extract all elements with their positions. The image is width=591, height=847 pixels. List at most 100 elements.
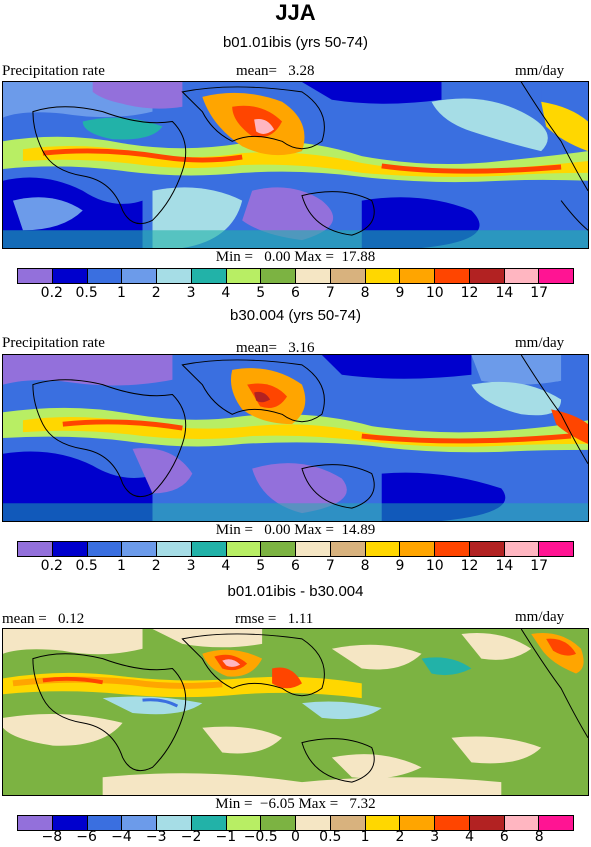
- colorbar-swatch: [157, 542, 192, 556]
- colorbar-swatch: [400, 542, 435, 556]
- panel3-mean-label: mean = 0.12: [2, 611, 85, 627]
- colorbar-tick-label: 4: [465, 829, 475, 845]
- colorbar-swatch: [504, 816, 540, 830]
- panel3-rmse-label: rmse = 1.11: [235, 611, 314, 627]
- colorbar-swatch: [261, 269, 296, 283]
- colorbar-swatch: [330, 269, 366, 283]
- colorbar-tick-label: 6: [499, 829, 509, 845]
- colorbar-swatch: [226, 542, 262, 556]
- colorbar-swatch: [226, 816, 262, 830]
- colorbar-swatch: [87, 542, 123, 556]
- colorbar-swatch: [191, 269, 227, 283]
- panel3-colorbar-ticks: −8 −6 −4 −3 −2 −1 −0.5 0 0.5 1 2 3 4 6 8: [17, 829, 574, 847]
- panel2-mean-label: mean= 3.16: [236, 340, 315, 356]
- colorbar-swatch: [469, 542, 505, 556]
- colorbar-swatch: [226, 269, 262, 283]
- colorbar-tick-label: −2: [180, 829, 202, 845]
- panel2-colorbar-ticks: 0.2 0.5 1 2 3 4 5 6 7 8 9 10 12 14 17: [17, 558, 574, 576]
- colorbar-swatch: [365, 542, 401, 556]
- colorbar-tick-label: 10: [425, 285, 444, 301]
- colorbar-tick-label: −0.5: [243, 829, 278, 845]
- colorbar-tick-label: −3: [145, 829, 167, 845]
- colorbar-swatch: [157, 269, 192, 283]
- colorbar-tick-label: 1: [360, 829, 370, 845]
- colorbar-swatch: [469, 269, 505, 283]
- panel2-min-max: Min = 0.00 Max = 14.89: [215, 522, 376, 538]
- panel2-subtitle: b30.004 (yrs 50-74): [230, 307, 361, 324]
- colorbar-swatch: [296, 816, 331, 830]
- colorbar-swatch: [52, 542, 88, 556]
- colorbar-tick-label: 1: [116, 285, 126, 301]
- colorbar-swatch: [296, 542, 331, 556]
- colorbar-tick-label: 3: [430, 829, 440, 845]
- colorbar-tick-label: 4: [221, 285, 231, 301]
- colorbar-swatch: [122, 816, 157, 830]
- colorbar-swatch: [435, 269, 470, 283]
- colorbar-tick-label: −8: [41, 829, 63, 845]
- panel1-colorbar-ticks: 0.2 0.5 1 2 3 4 5 6 7 8 9 10 12 14 17: [17, 285, 574, 303]
- colorbar-swatch: [365, 816, 401, 830]
- colorbar-swatch: [539, 542, 573, 556]
- colorbar-swatch: [469, 816, 505, 830]
- panel3-difference-map: [2, 628, 589, 796]
- main-title: JJA: [275, 0, 316, 25]
- colorbar-tick-label: −1: [215, 829, 237, 845]
- colorbar-tick-label: −6: [76, 829, 97, 845]
- colorbar-tick-label: 0.5: [75, 558, 98, 574]
- colorbar-swatch: [330, 816, 366, 830]
- colorbar-swatch: [18, 816, 53, 830]
- colorbar-tick-label: 12: [460, 558, 479, 574]
- colorbar-tick-label: 1: [116, 558, 126, 574]
- colorbar-tick-label: 6: [291, 285, 300, 301]
- colorbar-swatch: [122, 269, 157, 283]
- colorbar-swatch: [87, 816, 123, 830]
- colorbar-swatch: [365, 269, 401, 283]
- colorbar-tick-label: −4: [111, 829, 132, 845]
- colorbar-tick-label: 2: [395, 829, 405, 845]
- panel3-colorbar: [17, 815, 574, 831]
- colorbar-swatch: [400, 816, 435, 830]
- colorbar-swatch: [400, 269, 435, 283]
- colorbar-tick-label: 3: [186, 285, 196, 301]
- colorbar-tick-label: 7: [325, 558, 335, 574]
- colorbar-tick-label: 12: [460, 285, 479, 301]
- colorbar-swatch: [539, 269, 573, 283]
- colorbar-tick-label: 0.2: [40, 558, 63, 574]
- colorbar-tick-label: 0.5: [75, 285, 98, 301]
- colorbar-tick-label: 8: [534, 829, 544, 845]
- colorbar-tick-label: 14: [495, 285, 514, 301]
- colorbar-swatch: [18, 542, 53, 556]
- colorbar-swatch: [261, 816, 296, 830]
- colorbar-swatch: [435, 542, 470, 556]
- colorbar-tick-label: 0: [291, 829, 300, 845]
- colorbar-tick-label: 5: [256, 558, 266, 574]
- panel1-units-label: mm/day: [515, 63, 565, 79]
- colorbar-tick-label: 8: [360, 558, 370, 574]
- colorbar-swatch: [435, 816, 470, 830]
- colorbar-tick-label: 17: [530, 285, 549, 301]
- panel1-min-max: Min = 0.00 Max = 17.88: [215, 249, 376, 265]
- colorbar-swatch: [87, 269, 123, 283]
- panel1-mean-label: mean= 3.28: [236, 63, 315, 79]
- colorbar-tick-label: 14: [495, 558, 514, 574]
- colorbar-swatch: [122, 542, 157, 556]
- colorbar-tick-label: 3: [186, 558, 196, 574]
- colorbar-tick-label: 9: [395, 558, 405, 574]
- colorbar-tick-label: 10: [425, 558, 444, 574]
- colorbar-swatch: [504, 542, 540, 556]
- colorbar-tick-label: 6: [291, 558, 300, 574]
- panel1-variable-label: Precipitation rate: [2, 63, 105, 79]
- colorbar-swatch: [157, 816, 192, 830]
- colorbar-tick-label: 5: [256, 285, 266, 301]
- colorbar-tick-label: 8: [360, 285, 370, 301]
- panel1-colorbar: [17, 268, 574, 284]
- colorbar-tick-label: 0.5: [319, 829, 342, 845]
- panel3-subtitle: b01.01ibis - b30.004: [227, 583, 364, 600]
- panel2-colorbar: [17, 541, 574, 557]
- colorbar-swatch: [539, 816, 573, 830]
- panel3-units-label: mm/day: [515, 609, 565, 625]
- panel1-precipitation-map: [2, 81, 589, 249]
- colorbar-tick-label: 0.2: [40, 285, 63, 301]
- colorbar-swatch: [18, 269, 53, 283]
- panel2-units-label: mm/day: [515, 335, 565, 351]
